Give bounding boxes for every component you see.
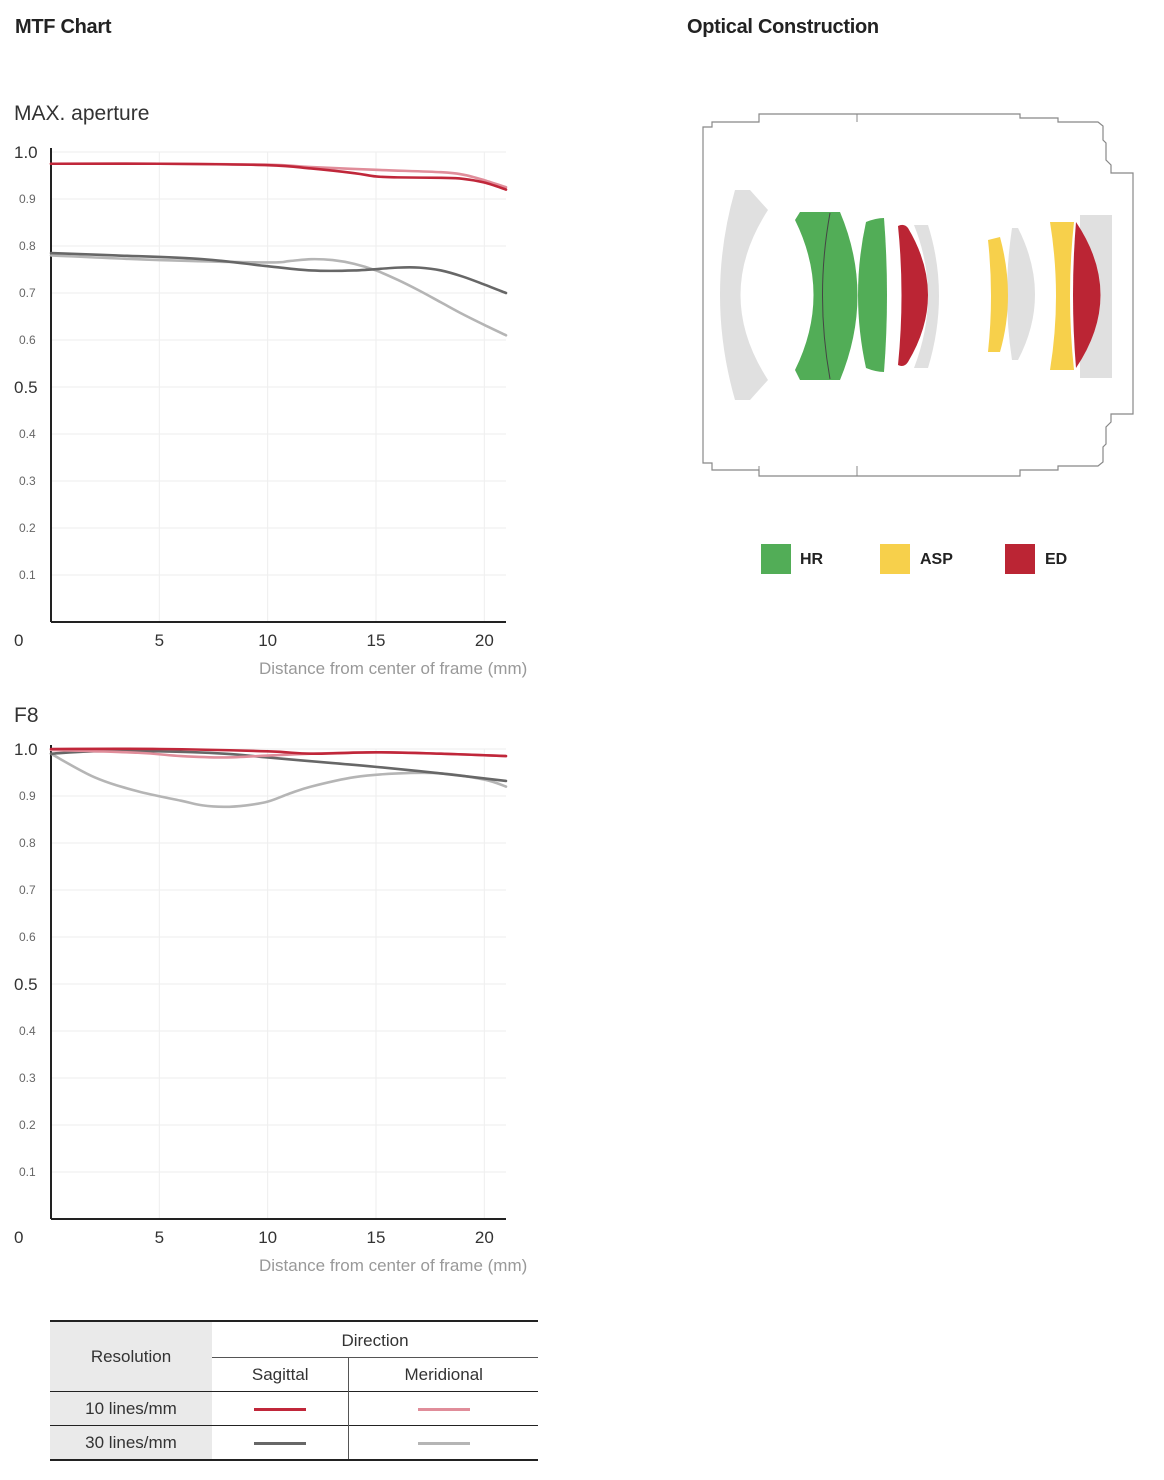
y-tick-label: 0.6 — [19, 930, 36, 944]
lens-element-hr — [824, 212, 858, 380]
y-tick-label: 0.8 — [19, 836, 36, 850]
y-tick-label: 0 — [14, 631, 23, 650]
optical-construction-diagram — [702, 113, 1134, 477]
asp-legend-swatch — [880, 544, 910, 574]
x-tick-label: 5 — [155, 1228, 164, 1247]
x-tick-label: 10 — [258, 631, 277, 650]
y-tick-label: 0.6 — [19, 333, 36, 347]
chart-title-max-aperture: MAX. aperture — [14, 102, 150, 125]
y-tick-label: 0.7 — [19, 286, 36, 300]
series-line — [49, 251, 508, 295]
y-tick-label: 0.3 — [19, 474, 36, 488]
x-tick-label: 20 — [475, 1228, 494, 1247]
lens-element-gray — [914, 225, 939, 368]
series-line — [49, 162, 508, 189]
y-tick-label: 0 — [14, 1228, 23, 1247]
x-axis-title: Distance from center of frame (mm) — [259, 1256, 528, 1275]
resolution-label: 10 lines/mm — [50, 1391, 212, 1426]
y-tick-label: 0.7 — [19, 883, 36, 897]
sagittal-swatch — [254, 1441, 307, 1445]
y-tick-label: 0.1 — [19, 568, 36, 582]
series-line — [49, 747, 508, 758]
lens-element-asp — [988, 237, 1008, 352]
y-tick-label: 0.2 — [19, 1118, 36, 1132]
mtf-chart-heading: MTF Chart — [15, 16, 112, 38]
optical-construction-heading: Optical Construction — [687, 16, 879, 38]
y-tick-label: 1.0 — [14, 740, 38, 759]
lens-barrel-outline — [702, 113, 1134, 477]
lens-element-1 — [720, 190, 768, 400]
sagittal-header: Sagittal — [212, 1357, 350, 1392]
table-row: 30 lines/mm — [50, 1425, 538, 1460]
lens-element-ed — [898, 224, 928, 366]
mtf-legend-table: Resolution Direction Sagittal Meridional… — [50, 1320, 538, 1461]
y-tick-label: 0.9 — [19, 192, 36, 206]
table-row: 10 lines/mm — [50, 1391, 538, 1426]
y-tick-label: 1.0 — [14, 143, 38, 162]
y-tick-label: 0.8 — [19, 239, 36, 253]
y-tick-label: 0.1 — [19, 1165, 36, 1179]
sagittal-swatch — [254, 1407, 307, 1411]
y-tick-label: 0.4 — [19, 1024, 36, 1038]
x-tick-label: 15 — [367, 631, 386, 650]
lens-element-hr — [858, 218, 887, 372]
mtf-chart-f8: 0 0.1 0.2 0.3 0.4 0.5 0.6 0.7 0.8 0.9 1.0 5 10 15 20 — [14, 740, 508, 1247]
meridional-swatch — [417, 1441, 470, 1445]
ed-legend-swatch — [1005, 544, 1035, 574]
x-axis-title: Distance from center of frame (mm) — [259, 659, 528, 678]
y-tick-label: 0.5 — [14, 378, 38, 397]
hr-legend-label: HR — [800, 551, 824, 568]
asp-legend-label: ASP — [920, 551, 953, 568]
resolution-header: Resolution — [50, 1321, 212, 1392]
series-line — [49, 254, 508, 337]
y-tick-label: 0.4 — [19, 427, 36, 441]
chart-title-f8: F8 — [14, 704, 39, 727]
x-tick-label: 15 — [367, 1228, 386, 1247]
y-tick-label: 0.3 — [19, 1071, 36, 1085]
ed-legend-label: ED — [1045, 551, 1068, 568]
mtf-chart-max-aperture: 0 0.1 0.2 0.3 0.4 0.5 0.6 0.7 0.8 0.9 1.0 5 10 15 20 — [14, 143, 508, 650]
x-tick-label: 10 — [258, 1228, 277, 1247]
series-line — [49, 752, 508, 809]
series-line — [49, 162, 508, 191]
resolution-label: 30 lines/mm — [50, 1425, 212, 1460]
x-tick-label: 5 — [155, 631, 164, 650]
x-tick-label: 20 — [475, 631, 494, 650]
direction-header: Direction — [212, 1321, 538, 1358]
y-tick-label: 0.9 — [19, 789, 36, 803]
lens-element-asp — [1050, 222, 1074, 370]
meridional-swatch — [417, 1407, 470, 1411]
lens-element-gray — [1007, 228, 1035, 360]
y-tick-label: 0.2 — [19, 521, 36, 535]
hr-legend-swatch — [761, 544, 791, 574]
meridional-header: Meridional — [404, 1364, 483, 1384]
lens-element-ed — [1073, 222, 1101, 368]
y-tick-label: 0.5 — [14, 975, 38, 994]
